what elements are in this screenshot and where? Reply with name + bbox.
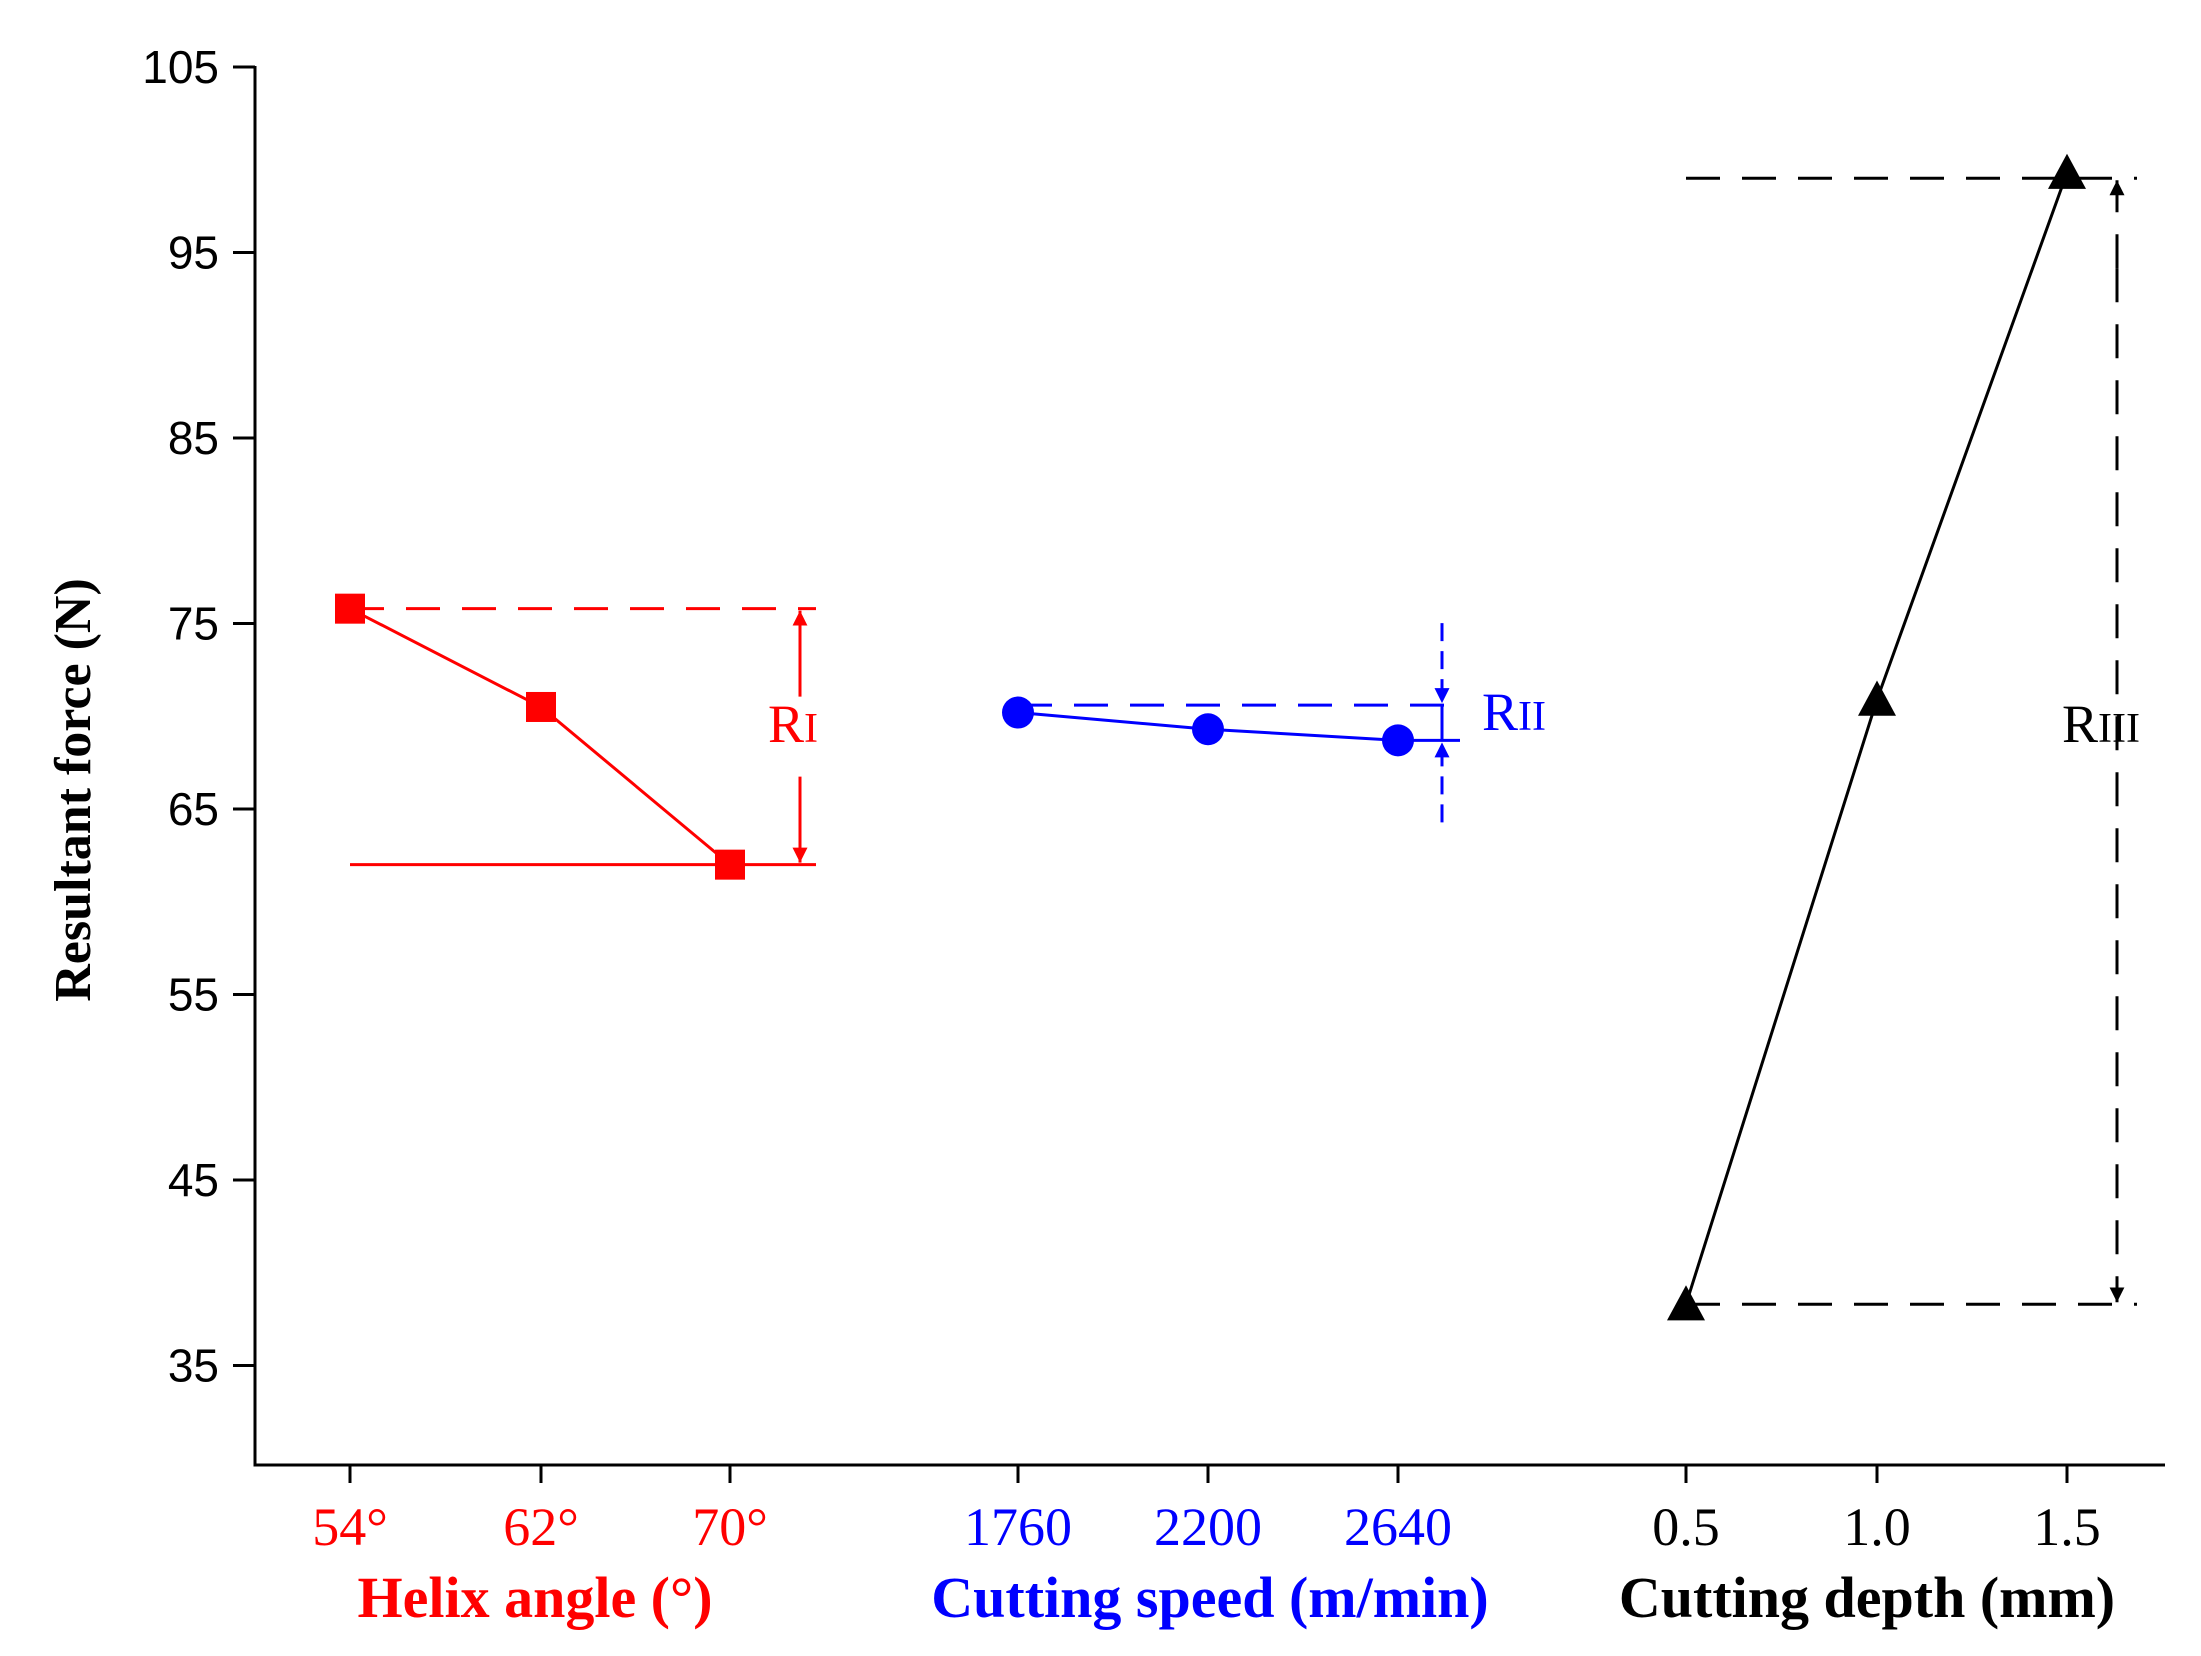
series-group-1: RI 54° 62° 70° Helix angle (°) <box>312 593 818 1630</box>
range-label-main: R <box>1482 682 1518 742</box>
y-tick-label: 65 <box>168 783 219 835</box>
axes <box>253 66 2165 1483</box>
y-tick-label: 35 <box>168 1340 219 1392</box>
series-group-2: RII 1760 2200 2640 Cutting speed (m/min) <box>931 623 1546 1630</box>
y-tick-label: 55 <box>168 969 219 1021</box>
x-tick-label: 2640 <box>1344 1497 1452 1557</box>
data-point-triangle <box>2048 153 2086 189</box>
y-tick-label: 95 <box>168 227 219 279</box>
y-tick-label: 75 <box>168 598 219 650</box>
x-tick-label: 2200 <box>1154 1497 1262 1557</box>
y-tick-label: 85 <box>168 412 219 464</box>
series-line <box>349 607 731 866</box>
series-line <box>1684 172 2069 1305</box>
group-axis-label: Cutting speed (m/min) <box>931 1565 1488 1630</box>
x-tick-label: 54° <box>312 1497 388 1557</box>
x-tick-label: 0.5 <box>1652 1497 1720 1557</box>
group-axis-label: Cutting depth (mm) <box>1619 1565 2115 1630</box>
data-point-circle <box>1382 724 1414 757</box>
data-point-circle <box>1002 696 1034 729</box>
range-label-main: R <box>2062 694 2098 754</box>
x-tick-label: 62° <box>503 1497 579 1557</box>
x-tick-label: 1.0 <box>1843 1497 1911 1557</box>
x-tick-label: 70° <box>692 1497 768 1557</box>
y-tick-label: 105 <box>142 41 219 93</box>
y-tick-label: 45 <box>168 1154 219 1206</box>
series-group-3: RIII 0.5 1.0 1.5 Cutting depth (mm) <box>1619 153 2140 1630</box>
range-label-subscript: I <box>804 706 818 752</box>
range-label-subscript: II <box>1518 694 1546 740</box>
x-tick-label: 1760 <box>964 1497 1072 1557</box>
range-label: RIII <box>2062 694 2140 754</box>
group-axis-label: Helix angle (°) <box>357 1565 712 1630</box>
range-label-subscript: III <box>2098 706 2140 752</box>
y-axis-label: Resultant force (N) <box>45 578 102 1002</box>
range-label: RII <box>1482 682 1546 742</box>
data-point-square <box>526 691 556 722</box>
x-tick-label: 1.5 <box>2033 1497 2101 1557</box>
y-axis-ticks: 35 45 55 65 75 85 95 105 <box>142 41 255 1392</box>
range-label-main: R <box>768 694 804 754</box>
range-label: RI <box>768 694 818 754</box>
data-point-circle <box>1192 713 1224 746</box>
data-point-triangle <box>1858 680 1896 716</box>
